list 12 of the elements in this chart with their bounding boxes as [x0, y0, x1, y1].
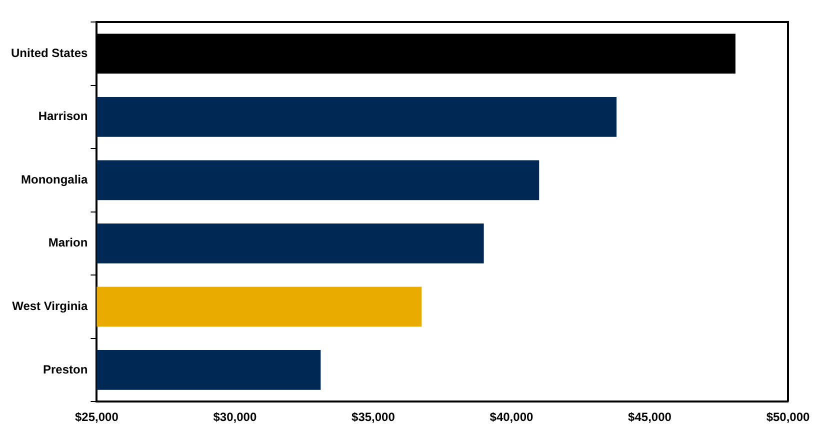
- y-tick-label: Harrison: [38, 109, 88, 124]
- y-tick-label: Marion: [48, 236, 88, 250]
- x-tick-label: $25,000: [74, 410, 119, 424]
- y-tick-label: Monongalia: [21, 172, 88, 186]
- y-tick-label: Preston: [42, 362, 88, 376]
- y-tick-label: West Virginia: [12, 299, 88, 314]
- x-tick-label: $45,000: [628, 410, 672, 424]
- y-tick-label: United States: [10, 46, 88, 60]
- x-tick-label: $40,000: [490, 410, 534, 424]
- x-tick-label: $50,000: [766, 410, 810, 424]
- x-tick-label: $35,000: [352, 410, 396, 424]
- x-tick-label: $30,000: [213, 410, 257, 424]
